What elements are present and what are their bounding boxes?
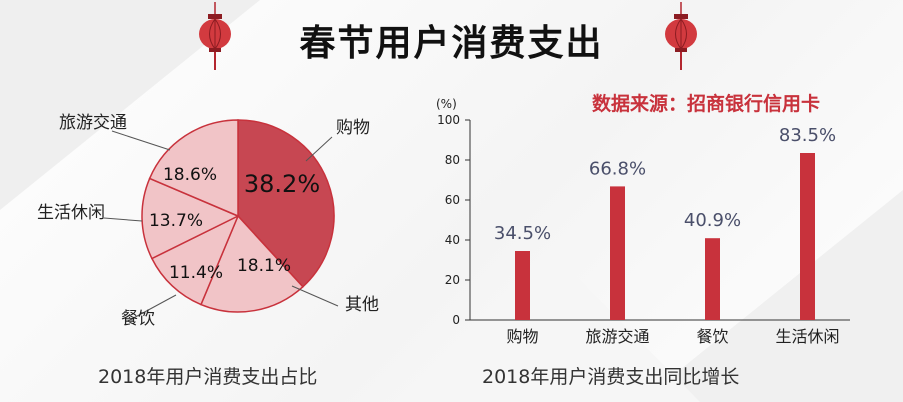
pie-leader-line xyxy=(291,285,339,307)
y-tick-label: 80 xyxy=(445,153,460,167)
pie-slice xyxy=(141,177,240,260)
y-tick-label: 20 xyxy=(445,273,460,287)
pie-value-label: 38.2% xyxy=(244,170,320,198)
bar xyxy=(515,251,530,320)
pie-leader-line xyxy=(127,294,177,322)
bar xyxy=(610,186,625,320)
data-source: 数据来源：招商银行信用卡 xyxy=(592,93,821,115)
bar-chart-title: 2018年用户消费支出同比增长 xyxy=(482,366,740,388)
pie-category-label: 购物 xyxy=(336,118,370,138)
bar-value-label: 66.8% xyxy=(589,158,646,179)
pie-leader-line xyxy=(111,130,171,151)
y-tick-label: 40 xyxy=(445,233,460,247)
bar-value-label: 83.5% xyxy=(779,125,836,146)
x-category-label: 生活休闲 xyxy=(775,327,839,346)
page-title: 春节用户消费支出 xyxy=(299,23,604,64)
pie-leader-line xyxy=(103,217,143,222)
lantern-icon xyxy=(665,2,697,70)
pie-category-label: 生活休闲 xyxy=(37,203,105,223)
pie-slice xyxy=(200,214,304,313)
pie-slice xyxy=(148,119,239,218)
x-category-label: 旅游交通 xyxy=(585,327,649,346)
bar-value-label: 34.5% xyxy=(494,223,551,244)
lantern-icon xyxy=(199,2,231,70)
x-category-label: 购物 xyxy=(506,327,538,346)
pie-chart-title: 2018年用户消费支出占比 xyxy=(98,366,318,388)
y-tick-label: 60 xyxy=(445,193,460,207)
pie-value-label: 11.4% xyxy=(169,263,223,283)
bar xyxy=(800,153,815,320)
pie-category-label: 其他 xyxy=(345,295,379,315)
y-axis-unit: (%) xyxy=(436,97,457,111)
pie-value-label: 18.6% xyxy=(163,165,217,185)
bar-chart: (%) 0 20 40 60 80 100 34.5% 购物 66.8% 旅游交通 40.9% 餐饮 83… xyxy=(436,97,850,346)
pie-slice xyxy=(237,119,335,288)
pie-value-label: 18.1% xyxy=(237,256,291,276)
x-category-label: 餐饮 xyxy=(696,327,728,346)
pie-slice xyxy=(150,214,240,306)
y-tick-label: 0 xyxy=(452,313,460,327)
bar xyxy=(705,238,720,320)
pie-value-label: 13.7% xyxy=(149,211,203,231)
bar-value-label: 40.9% xyxy=(684,210,741,231)
y-tick-label: 100 xyxy=(437,113,460,127)
pie-leader-line xyxy=(305,136,333,162)
pie-category-label: 旅游交通 xyxy=(59,113,127,133)
pie-category-label: 餐饮 xyxy=(121,309,155,329)
